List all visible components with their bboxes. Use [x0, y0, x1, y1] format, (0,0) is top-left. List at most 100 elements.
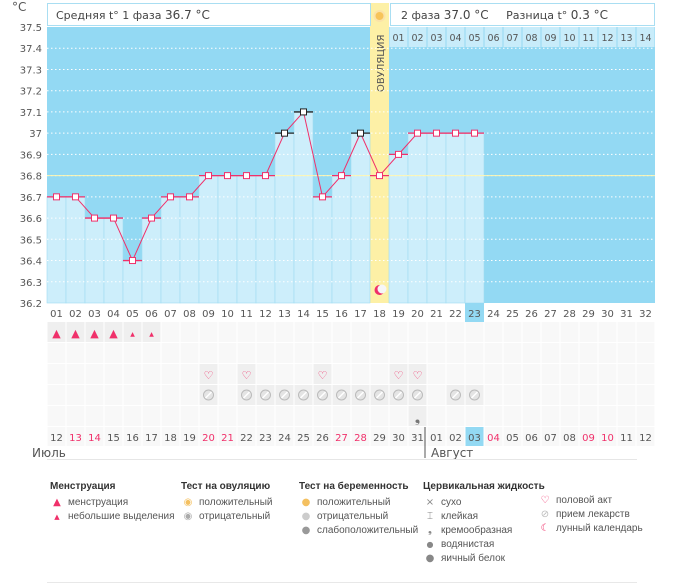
- icon-cell: [503, 343, 522, 363]
- icon-cell: [503, 322, 522, 342]
- legend-item: лунный календарь: [556, 523, 643, 534]
- icon-cell: [560, 322, 579, 342]
- icon-cell: [389, 364, 408, 384]
- spotting-icon: ▲: [149, 331, 154, 338]
- y-tick-label: 36.2: [20, 299, 42, 310]
- date-label: 31: [411, 433, 424, 444]
- date-label: 13: [69, 433, 82, 444]
- icon-cell: [579, 385, 598, 405]
- cycle-day-label: 23: [468, 309, 481, 320]
- icon-cell: [351, 406, 370, 426]
- date-label: 01: [430, 433, 443, 444]
- icon-cell: [465, 343, 484, 363]
- icon-cell: [389, 406, 408, 426]
- temperature-bar: [388, 154, 409, 304]
- legend-title: Менструация: [50, 481, 116, 492]
- temperature-point: [319, 193, 326, 201]
- icon-cell: [389, 343, 408, 363]
- icon-cell: [332, 406, 351, 426]
- date-cell: [579, 427, 598, 446]
- icon-cell: [66, 322, 85, 342]
- cycle-day-label: 25: [506, 309, 519, 320]
- cycle-day-label: 04: [107, 309, 120, 320]
- divider: [47, 459, 637, 460]
- icon-cell: [579, 322, 598, 342]
- icon-cell: [294, 364, 313, 384]
- legend-item: менструация: [68, 497, 129, 508]
- y-tick-label: 36.4: [20, 257, 42, 268]
- phase2-day-cell: [598, 27, 617, 47]
- phase2-day-label: 08: [525, 33, 537, 44]
- egg-white-icon: ●: [425, 553, 435, 564]
- phase2-day-cell: [579, 27, 598, 47]
- pill-icon: ⊘: [540, 509, 550, 520]
- icon-cell: [370, 343, 389, 363]
- temperature-bar: [160, 196, 181, 304]
- icon-cell: [617, 322, 636, 342]
- icon-cell: [256, 406, 275, 426]
- phase2-day-label: 06: [487, 33, 499, 44]
- temperature-point: [53, 193, 60, 201]
- date-cell: [123, 427, 142, 446]
- phase2-day-label: 07: [506, 33, 518, 44]
- phase2-day-cell: [484, 27, 503, 47]
- cycle-day-label: 16: [335, 309, 348, 320]
- ovulation-sun-icon: [373, 10, 386, 22]
- heart-icon: ♡: [394, 369, 404, 382]
- heart-icon: ♡: [413, 369, 423, 382]
- date-label: 16: [126, 433, 139, 444]
- legend-item: яичный белок: [441, 553, 506, 564]
- icon-cell: [256, 343, 275, 363]
- cycle-day-label: 08: [183, 309, 196, 320]
- icon-cell: [598, 322, 617, 342]
- icon-cell: [427, 364, 446, 384]
- legend-title: Тест на беременность: [299, 481, 409, 492]
- date-label: 15: [107, 433, 120, 444]
- icon-cell: [522, 364, 541, 384]
- cycle-day-label: 05: [126, 309, 139, 320]
- phase2-day-label: 04: [449, 33, 461, 44]
- icon-cell: [123, 343, 142, 363]
- cycle-day-label: 30: [601, 309, 614, 320]
- y-tick-label: 36.5: [20, 235, 42, 246]
- icon-cell: [598, 385, 617, 405]
- temperature-bar: [312, 196, 333, 304]
- cycle-day-label: 31: [620, 309, 633, 320]
- cycle-day-label: 32: [639, 309, 652, 320]
- phase2-value: 37.0 °C: [443, 8, 489, 22]
- y-tick-label: 36.8: [20, 172, 42, 183]
- phase2-summary: 2 фаза 37.0 °C Разница t° 0.3 °C: [390, 3, 655, 26]
- cycle-day-label: 28: [563, 309, 576, 320]
- pill-icon-line: [204, 391, 213, 399]
- icon-cell: [47, 364, 66, 384]
- cycle-day-label: 12: [259, 309, 272, 320]
- icon-cell: [256, 364, 275, 384]
- date-cell: [351, 427, 370, 446]
- date-cell: [560, 427, 579, 446]
- date-cell: [294, 427, 313, 446]
- icon-cell: [313, 406, 332, 426]
- icon-cell: [294, 322, 313, 342]
- cycle-day-label: 17: [354, 309, 367, 320]
- date-cell: [370, 427, 389, 446]
- heart-icon: ♡: [540, 495, 550, 506]
- date-label: 27: [335, 433, 348, 444]
- icon-cell: [85, 406, 104, 426]
- phase2-day-cell: [617, 27, 636, 47]
- cycle-day-label: 03: [88, 309, 101, 320]
- icon-cell: [85, 343, 104, 363]
- legend-other: ♡ половой акт ⊘ прием лекарств ☾ лунный кал…: [538, 494, 643, 536]
- ovulation-label: ОВУЛЯЦИЯ: [376, 35, 387, 93]
- weak-pregnancy-icon: ●: [301, 525, 311, 536]
- date-label: 05: [506, 433, 519, 444]
- icon-cell: [617, 385, 636, 405]
- icon-cell: [408, 406, 427, 426]
- icon-cell: [541, 406, 560, 426]
- y-tick-label: 36.7: [20, 193, 42, 204]
- icon-cell: [180, 406, 199, 426]
- moon-icon: ☾: [540, 523, 550, 534]
- phase2-day-cell: [522, 27, 541, 47]
- date-cell: [275, 427, 294, 446]
- legend-item: слабоположительный: [317, 525, 419, 536]
- date-label: 30: [392, 433, 405, 444]
